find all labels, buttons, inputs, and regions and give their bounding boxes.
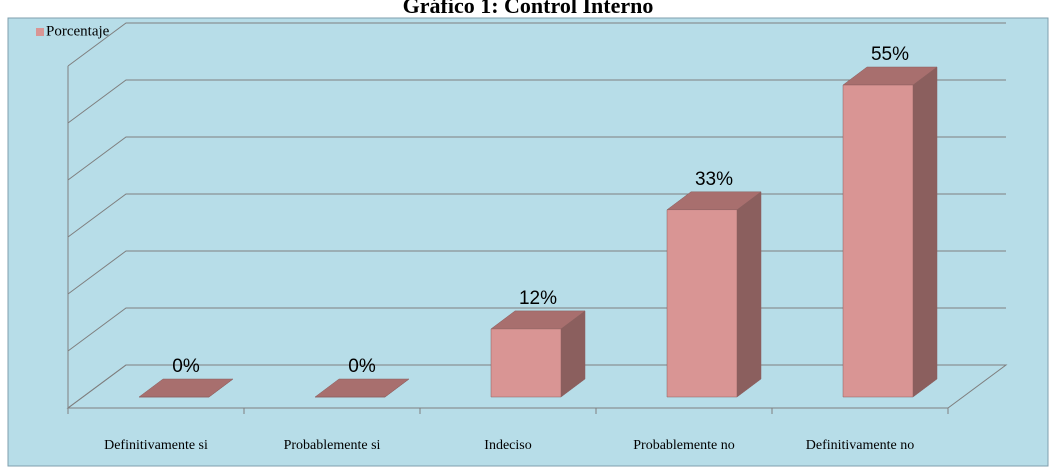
bar-front [490, 328, 562, 398]
bar-front [666, 209, 738, 398]
legend-swatch [36, 28, 44, 36]
data-label: 0% [348, 356, 376, 377]
bar-side [736, 191, 762, 398]
x-tick-label: Probablemente no [633, 438, 734, 453]
data-label: 33% [695, 169, 733, 190]
bar [490, 310, 586, 398]
grid-line [67, 79, 1006, 124]
data-label: 55% [871, 44, 909, 65]
x-tick-label: Probablemente si [284, 438, 381, 453]
x-tick-label: Definitivamente no [806, 438, 914, 453]
bar-front [842, 84, 914, 398]
data-label: 12% [519, 288, 557, 309]
chart-title: Gráfico 1: Control Interno [403, 0, 654, 18]
legend-label: Porcentaje [46, 23, 110, 39]
grid-line [67, 136, 1006, 181]
data-label: 0% [172, 356, 200, 377]
bar [138, 378, 234, 398]
x-tick-label: Definitivamente si [104, 438, 208, 453]
bar [314, 378, 410, 398]
grid-line [67, 22, 1006, 67]
bar-side [912, 66, 938, 398]
bar [666, 191, 762, 398]
bar [842, 66, 938, 398]
x-tick-label: Indeciso [484, 438, 531, 453]
